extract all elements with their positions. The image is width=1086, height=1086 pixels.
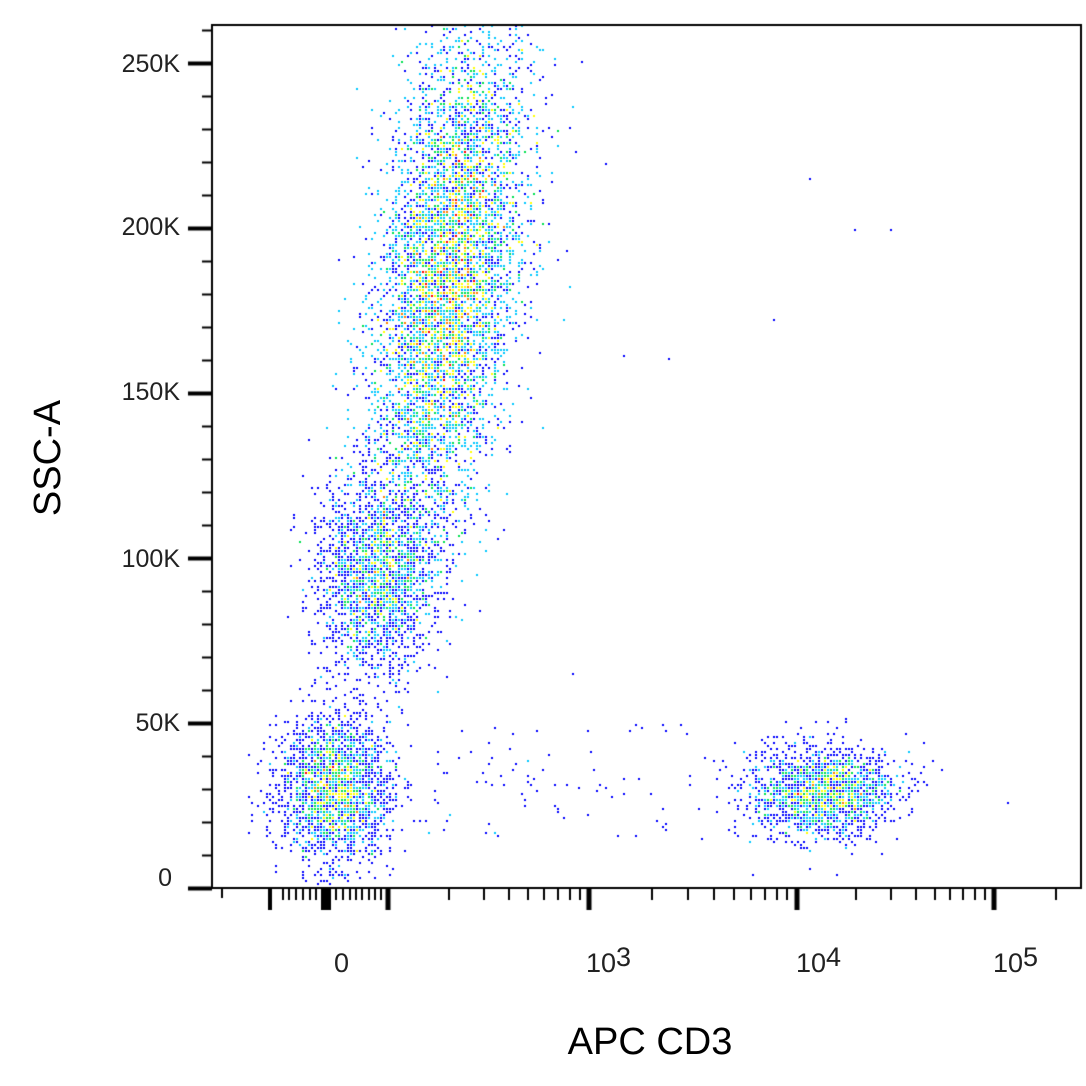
y-tick-label-150k: 150K [121,378,180,406]
y-tick-label-200k: 200K [121,213,180,241]
y-tick-label-0: 0 [158,864,172,892]
x-tick-label-1e3: 103 [586,942,632,978]
x-axis-title: APC CD3 [567,1021,733,1063]
y-tick-label-50k: 50K [135,709,180,737]
y-tick-label-100k: 100K [121,545,180,573]
y-tick-label-250k: 250K [121,50,180,78]
y-axis-title: SSC-A [27,399,69,517]
x-tick-label-0: 0 [334,948,350,978]
x-tick-label-1e4: 104 [796,942,842,978]
x-tick-label-1e5: 105 [993,942,1039,978]
